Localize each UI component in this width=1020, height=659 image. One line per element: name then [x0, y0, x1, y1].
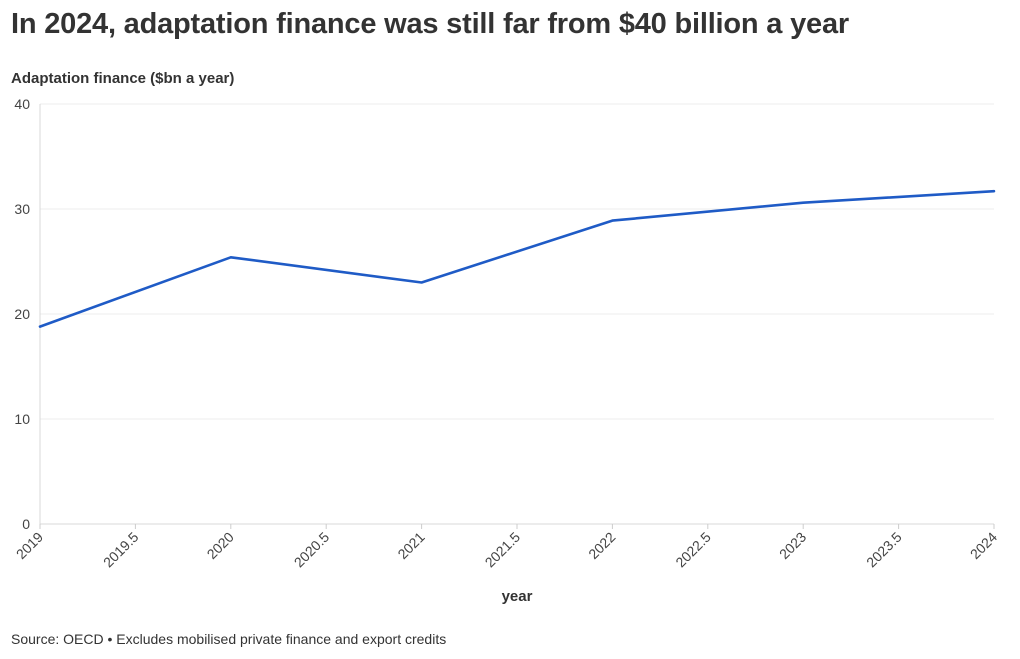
x-tick-label: 2021.5	[482, 529, 524, 571]
y-tick-label: 10	[14, 411, 30, 427]
chart-title: In 2024, adaptation finance was still fa…	[11, 8, 849, 40]
y-tick-label: 20	[14, 306, 30, 322]
y-axis-title: Adaptation finance ($bn a year)	[11, 70, 235, 87]
x-tick-label: 2021	[394, 529, 427, 562]
x-axis-title: year	[502, 588, 533, 605]
y-tick-label: 0	[22, 516, 30, 532]
x-tick-label: 2022	[585, 529, 618, 562]
x-tick-label: 2020.5	[291, 529, 333, 571]
gridlines	[40, 103, 994, 420]
source-footnote: Source: OECD • Excludes mobilised privat…	[11, 631, 447, 647]
x-tick-label: 2020	[204, 529, 237, 562]
x-tick-labels: 2019 2019.5 2020 2020.5 2021 2021.5 2022 2022.5…	[13, 529, 1000, 571]
x-tick-label: 2019	[13, 529, 46, 562]
x-tick-label: 2022.5	[672, 529, 714, 571]
y-tick-label: 40	[14, 96, 30, 112]
y-tick-label: 30	[14, 201, 30, 217]
series-line	[38, 189, 996, 328]
series-lines	[38, 189, 996, 328]
x-tick-label: 2019.5	[100, 529, 142, 571]
x-tick-label: 2023	[776, 529, 809, 562]
x-tick-label: 2023.5	[863, 529, 905, 571]
axes	[39, 104, 995, 529]
y-tick-labels: 0 10 20 30 40	[14, 96, 30, 532]
x-tick-label: 2024	[967, 529, 1000, 562]
